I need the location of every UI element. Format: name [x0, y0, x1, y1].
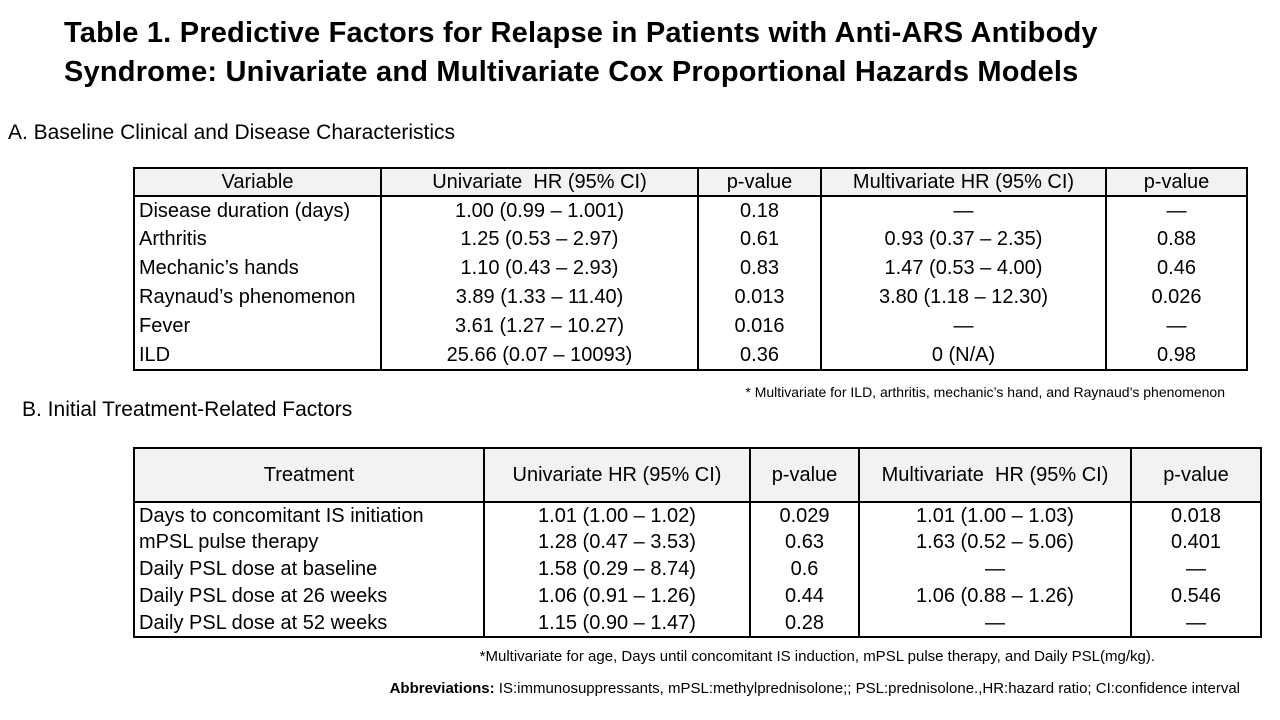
treatment-factors-table: Treatment Univariate HR (95% CI) p-value… [133, 447, 1262, 638]
column-header-p-value: p-value [1130, 448, 1261, 502]
column-header-p-value: p-value [1105, 168, 1247, 196]
cell-univariate-hr: 3.61 (1.27 – 10.27) [380, 312, 698, 341]
column-header-p-value: p-value [749, 448, 859, 502]
cell-p-value: 0.029 [749, 502, 859, 529]
abbreviations: Abbreviations: IS:immunosuppressants, mP… [390, 680, 1240, 697]
cell-univariate-hr: 1.00 (0.99 – 1.001) [380, 196, 698, 225]
abbreviations-text: IS:immunosuppressants, mPSL:methylpredni… [494, 680, 1240, 697]
cell-treatment: Daily PSL dose at 52 weeks [139, 611, 388, 634]
table-title: Table 1. Predictive Factors for Relapse … [64, 14, 1214, 92]
column-header-p-value: p-value [697, 168, 821, 196]
cell-p-value: — [1105, 312, 1247, 341]
cell-p-value: 0.98 [1105, 341, 1247, 370]
cell-multivariate-hr: 3.80 (1.18 – 12.30) [820, 283, 1106, 312]
cell-univariate-hr: 3.89 (1.33 – 11.40) [380, 283, 698, 312]
cell-p-value: — [1130, 610, 1261, 637]
cell-p-value: 0.28 [749, 610, 859, 637]
column-header-treatment: Treatment [263, 463, 355, 486]
table-row: Mechanic’s hands 1.10 (0.43 – 2.93) 0.83… [134, 254, 1247, 283]
cell-p-value: 0.401 [1130, 529, 1261, 556]
cell-multivariate-hr: 0.93 (0.37 – 2.35) [820, 225, 1106, 254]
table-header-row: Treatment Univariate HR (95% CI) p-value… [134, 448, 1261, 502]
cell-multivariate-hr: 1.01 (1.00 – 1.03) [858, 502, 1131, 529]
table-row: Disease duration (days) 1.00 (0.99 – 1.0… [134, 196, 1247, 225]
cell-univariate-hr: 1.10 (0.43 – 2.93) [380, 254, 698, 283]
table-title-line1: Table 1. Predictive Factors for Relapse … [64, 17, 1098, 49]
cell-univariate-hr: 1.28 (0.47 – 3.53) [483, 529, 750, 556]
column-header-multivariate-hr: Multivariate HR (95% CI) [820, 168, 1106, 196]
cell-multivariate-hr: 1.47 (0.53 – 4.00) [820, 254, 1106, 283]
cell-p-value: 0.546 [1130, 583, 1261, 610]
cell-treatment: Daily PSL dose at baseline [139, 558, 378, 580]
column-header-multivariate-hr: Multivariate HR (95% CI) [858, 448, 1131, 502]
cell-treatment: Days to concomitant IS initiation [139, 504, 424, 527]
cell-univariate-hr: 25.66 (0.07 – 10093) [380, 341, 698, 370]
cell-multivariate-hr: — [820, 196, 1106, 225]
cell-variable: ILD [139, 343, 171, 366]
table-row: Daily PSL dose at baseline 1.58 (0.29 – … [134, 556, 1261, 583]
table-row: Daily PSL dose at 26 weeks 1.06 (0.91 – … [134, 583, 1261, 610]
section-a-footnote: * Multivariate for ILD, arthritis, mecha… [745, 384, 1225, 400]
column-header-univariate-hr: Univariate HR (95% CI) [483, 448, 750, 502]
cell-variable: Raynaud’s phenomenon [139, 286, 356, 308]
baseline-characteristics-table: Variable Univariate HR (95% CI) p-value … [133, 167, 1248, 371]
table-row: mPSL pulse therapy 1.28 (0.47 – 3.53) 0.… [134, 529, 1261, 556]
table-row: Raynaud’s phenomenon 3.89 (1.33 – 11.40)… [134, 283, 1247, 312]
abbreviations-label: Abbreviations: [389, 680, 495, 697]
cell-variable: Mechanic’s hands [139, 257, 299, 279]
cell-variable: Arthritis [139, 228, 207, 250]
cell-p-value: 0.88 [1105, 225, 1247, 254]
table-title-line2: Syndrome: Univariate and Multivariate Co… [64, 56, 1079, 88]
cell-multivariate-hr: 0 (N/A) [820, 341, 1106, 370]
cell-p-value: 0.013 [697, 283, 821, 312]
cell-treatment: mPSL pulse therapy [139, 531, 319, 553]
table-row: Arthritis 1.25 (0.53 – 2.97) 0.61 0.93 (… [134, 225, 1247, 254]
cell-multivariate-hr: — [858, 556, 1131, 583]
cell-p-value: 0.026 [1105, 283, 1247, 312]
cell-p-value: 0.18 [697, 196, 821, 225]
cell-p-value: — [1130, 556, 1261, 583]
cell-multivariate-hr: 1.06 (0.88 – 1.26) [858, 583, 1131, 610]
cell-p-value: 0.83 [697, 254, 821, 283]
cell-variable: Disease duration (days) [139, 199, 351, 222]
table-row: Daily PSL dose at 52 weeks 1.15 (0.90 – … [134, 610, 1261, 637]
cell-p-value: 0.016 [697, 312, 821, 341]
section-b-heading: B. Initial Treatment-Related Factors [22, 398, 353, 421]
cell-treatment: Daily PSL dose at 26 weeks [139, 585, 388, 607]
cell-univariate-hr: 1.15 (0.90 – 1.47) [483, 610, 750, 637]
table-header-row: Variable Univariate HR (95% CI) p-value … [134, 168, 1247, 196]
section-b-footnote: *Multivariate for age, Days until concom… [479, 648, 1155, 665]
cell-p-value: 0.44 [749, 583, 859, 610]
cell-p-value: 0.6 [749, 556, 859, 583]
cell-p-value: 0.61 [697, 225, 821, 254]
cell-p-value: 0.018 [1130, 502, 1261, 529]
section-a-heading: A. Baseline Clinical and Disease Charact… [8, 121, 456, 144]
cell-p-value: 0.46 [1105, 254, 1247, 283]
cell-p-value: 0.63 [749, 529, 859, 556]
column-header-univariate-hr: Univariate HR (95% CI) [380, 168, 698, 196]
cell-p-value: 0.36 [697, 341, 821, 370]
cell-variable: Fever [139, 315, 191, 337]
cell-multivariate-hr: — [858, 610, 1131, 637]
table-row: Fever 3.61 (1.27 – 10.27) 0.016 — — [134, 312, 1247, 341]
cell-univariate-hr: 1.25 (0.53 – 2.97) [380, 225, 698, 254]
cell-multivariate-hr: 1.63 (0.52 – 5.06) [858, 529, 1131, 556]
column-header-variable: Variable [221, 170, 294, 193]
table-row: Days to concomitant IS initiation 1.01 (… [134, 502, 1261, 529]
cell-univariate-hr: 1.06 (0.91 – 1.26) [483, 583, 750, 610]
cell-univariate-hr: 1.58 (0.29 – 8.74) [483, 556, 750, 583]
table-row: ILD 25.66 (0.07 – 10093) 0.36 0 (N/A) 0.… [134, 341, 1247, 370]
cell-univariate-hr: 1.01 (1.00 – 1.02) [483, 502, 750, 529]
cell-p-value: — [1105, 196, 1247, 225]
cell-multivariate-hr: — [820, 312, 1106, 341]
